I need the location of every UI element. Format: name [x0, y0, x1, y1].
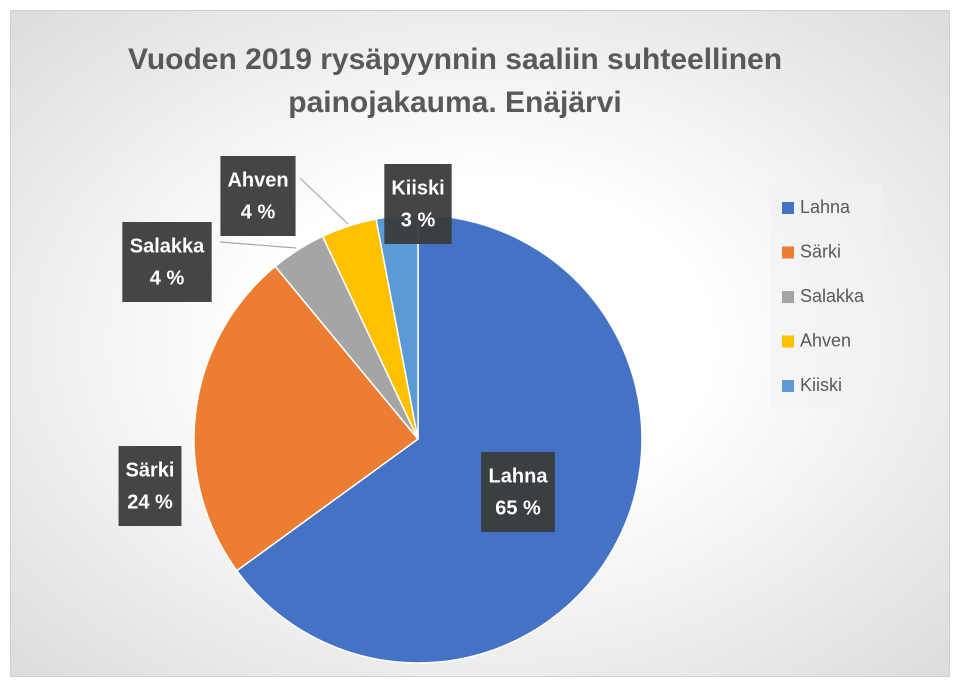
data-label-value: 4 %	[150, 267, 185, 289]
pie-slice	[235, 214, 643, 664]
legend-swatch	[782, 291, 794, 303]
legend-swatch	[782, 246, 794, 259]
data-label-name: Kiiski	[391, 177, 444, 199]
legend-swatch	[782, 335, 794, 348]
data-label-value: 4 %	[241, 201, 276, 223]
leader-line	[299, 177, 349, 225]
chart-title: Vuoden 2019 rysäpyynnin saaliin suhteell…	[127, 43, 783, 119]
data-label-box	[122, 222, 212, 302]
pie-slice	[193, 265, 420, 572]
data-label-name: Ahven	[227, 169, 288, 191]
leader-line	[219, 241, 297, 249]
data-label-name: Särki	[126, 459, 175, 481]
legend-swatch	[782, 202, 794, 214]
legend-label: Salakka	[800, 286, 865, 306]
data-label-name: Salakka	[130, 235, 205, 257]
legend-label: Kiiski	[800, 375, 842, 395]
data-label-box	[481, 452, 555, 532]
legend-swatch	[782, 380, 794, 392]
legend-label: Särki	[800, 241, 841, 261]
data-label-name: Lahna	[489, 465, 549, 487]
data-label-box	[118, 446, 182, 526]
data-label-value: 24 %	[127, 491, 173, 513]
data-label-value: 65 %	[495, 497, 541, 519]
data-label-box	[220, 156, 296, 236]
data-label-value: 3 %	[401, 209, 436, 231]
legend-label: Ahven	[800, 330, 851, 350]
data-label-box	[384, 164, 452, 244]
legend-label: Lahna	[800, 197, 851, 217]
